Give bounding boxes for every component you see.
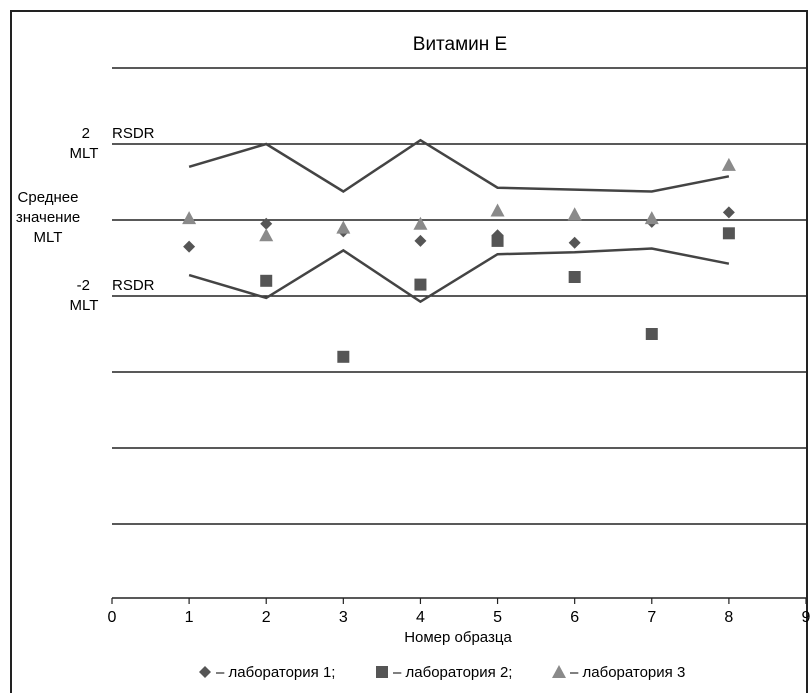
x-tick-label: 3 bbox=[339, 609, 348, 626]
level-label-unit: MLT bbox=[70, 297, 99, 314]
data-points bbox=[182, 157, 736, 363]
level-label-rsdr: RSDR bbox=[112, 125, 155, 142]
level-labels: 2 MLT RSDR Среднее значение MLT -2 MLT RSDR bbox=[16, 125, 155, 314]
point-series-3 bbox=[336, 220, 351, 234]
legend-label-1: – лаборатория 1; bbox=[216, 664, 335, 681]
point-series-2 bbox=[414, 278, 427, 291]
point-series-1 bbox=[260, 217, 273, 230]
level-label-unit: MLT bbox=[70, 145, 99, 162]
point-series-2 bbox=[260, 274, 273, 287]
point-series-3 bbox=[259, 228, 274, 242]
limit-line-lower bbox=[188, 247, 730, 304]
point-series-3 bbox=[644, 211, 659, 225]
point-series-3 bbox=[413, 216, 428, 230]
chart-title: Витамин Е bbox=[413, 34, 507, 55]
point-series-1 bbox=[722, 206, 735, 219]
x-tick-label: 7 bbox=[647, 609, 656, 626]
x-tick-label: 1 bbox=[185, 609, 194, 626]
point-series-1 bbox=[568, 236, 581, 249]
x-tick-label: 4 bbox=[416, 609, 425, 626]
x-axis-label: Номер образца bbox=[404, 629, 512, 646]
point-series-3 bbox=[182, 211, 197, 225]
x-tick-label: 6 bbox=[570, 609, 579, 626]
level-label-rsdr: RSDR bbox=[112, 277, 155, 294]
legend-label-3: – лаборатория 3 bbox=[570, 664, 685, 681]
point-series-2 bbox=[722, 227, 735, 240]
level-label-line: Среднее bbox=[18, 189, 79, 206]
legend-symbol-1 bbox=[199, 666, 211, 678]
point-series-2 bbox=[645, 328, 658, 340]
point-series-2 bbox=[568, 271, 581, 283]
gridlines bbox=[112, 67, 806, 525]
legend-symbol-2 bbox=[376, 666, 388, 678]
level-label-line: значение bbox=[16, 209, 80, 226]
point-series-2 bbox=[491, 234, 504, 247]
x-tick-label: 0 bbox=[108, 609, 117, 626]
legend-label-2: – лаборатория 2; bbox=[393, 664, 512, 681]
level-label-value: 2 bbox=[82, 125, 90, 142]
level-label-value: -2 bbox=[77, 277, 90, 294]
x-tick-label: 8 bbox=[724, 609, 733, 626]
point-series-3 bbox=[721, 157, 736, 171]
point-series-2 bbox=[337, 350, 350, 363]
limit-line-upper bbox=[188, 138, 730, 193]
legend: – лаборатория 1; – лаборатория 2; – лабора… bbox=[199, 664, 685, 681]
point-series-3 bbox=[567, 207, 582, 221]
x-tick-label: 2 bbox=[262, 609, 271, 626]
level-label-line: MLT bbox=[34, 229, 63, 246]
point-series-1 bbox=[183, 240, 196, 253]
x-axis: 0 1 2 3 4 5 6 7 8 9 bbox=[108, 597, 810, 626]
limit-lines bbox=[188, 138, 730, 304]
legend-symbol-3 bbox=[552, 665, 566, 678]
chart-frame bbox=[10, 10, 808, 693]
point-series-1 bbox=[414, 234, 427, 247]
x-tick-label: 9 bbox=[802, 609, 810, 626]
point-series-3 bbox=[490, 203, 505, 217]
x-tick-label: 5 bbox=[493, 609, 502, 626]
